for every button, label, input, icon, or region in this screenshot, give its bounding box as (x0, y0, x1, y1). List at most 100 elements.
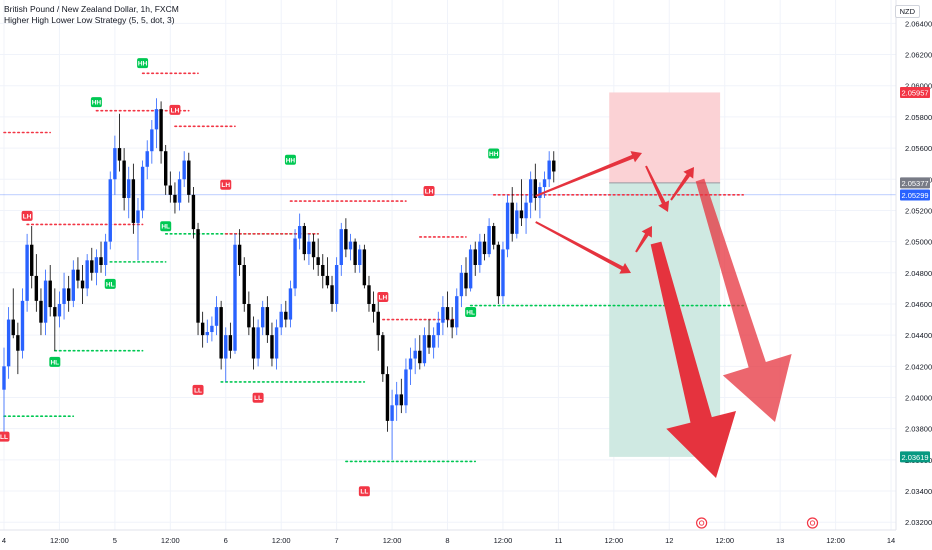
projection-arrow[interactable] (535, 151, 642, 197)
candle[interactable] (214, 307, 219, 326)
candle[interactable] (279, 311, 283, 328)
pivot-marker-lh[interactable] (21, 210, 33, 221)
price-label-tag[interactable] (900, 451, 930, 463)
candle[interactable] (542, 179, 547, 188)
candle[interactable] (219, 307, 223, 359)
candle[interactable] (200, 322, 205, 336)
candle[interactable] (455, 296, 459, 328)
candle[interactable] (159, 109, 163, 152)
candle[interactable] (418, 350, 422, 364)
candle[interactable] (164, 151, 168, 186)
candle[interactable] (395, 394, 399, 406)
candle[interactable] (16, 335, 20, 351)
pivot-marker-lh[interactable] (169, 104, 181, 115)
candle[interactable] (492, 226, 496, 245)
candle[interactable] (422, 335, 427, 364)
candle[interactable] (399, 394, 404, 406)
pivot-marker-ll[interactable] (0, 431, 10, 442)
candle[interactable] (136, 210, 140, 223)
candle[interactable] (39, 300, 43, 323)
candle[interactable] (325, 275, 330, 286)
candle[interactable] (196, 229, 200, 323)
pivot-marker-lh[interactable] (423, 185, 435, 196)
candle[interactable] (274, 327, 279, 359)
candle[interactable] (288, 288, 293, 320)
candle[interactable] (191, 194, 196, 230)
candle[interactable] (330, 285, 334, 304)
candle[interactable] (140, 166, 145, 211)
candle[interactable] (242, 265, 246, 304)
candle[interactable] (441, 307, 445, 323)
candle[interactable] (265, 307, 270, 336)
candle[interactable] (247, 303, 251, 328)
candle[interactable] (348, 241, 353, 250)
candle[interactable] (256, 327, 260, 359)
pivot-marker-lh[interactable] (220, 179, 232, 190)
pivot-marker-hh[interactable] (284, 154, 296, 165)
projection-arrow[interactable] (535, 221, 631, 274)
candle[interactable] (205, 332, 209, 336)
candle[interactable] (71, 269, 75, 301)
candle[interactable] (182, 160, 186, 180)
price-label-tag[interactable] (900, 177, 930, 189)
symbol-title[interactable]: British Pound / New Zealand Dollar, 1h, … (4, 4, 179, 14)
price-label-tag[interactable] (900, 189, 930, 201)
candle[interactable] (127, 179, 131, 198)
candle[interactable] (445, 307, 450, 320)
pivot-marker-hh[interactable] (488, 148, 500, 159)
candle[interactable] (113, 148, 117, 180)
candle[interactable] (177, 179, 182, 203)
candle[interactable] (168, 185, 173, 195)
economic-event-icon[interactable] (696, 517, 708, 529)
candle[interactable] (427, 335, 431, 348)
candle[interactable] (464, 272, 468, 289)
candle[interactable] (237, 244, 242, 265)
candle[interactable] (478, 241, 482, 265)
candle[interactable] (311, 241, 316, 258)
candle[interactable] (210, 325, 214, 333)
candle[interactable] (505, 202, 510, 250)
candle[interactable] (371, 303, 376, 312)
candle[interactable] (353, 241, 357, 265)
pivot-marker-ll[interactable] (192, 384, 204, 395)
candle[interactable] (43, 280, 48, 323)
candle[interactable] (473, 249, 477, 265)
candle[interactable] (48, 280, 52, 308)
candle[interactable] (62, 288, 66, 304)
candle[interactable] (233, 244, 237, 351)
time-axis[interactable] (0, 530, 896, 550)
pivot-marker-hl[interactable] (104, 278, 116, 289)
economic-event-icon[interactable] (806, 517, 819, 529)
projection-arrow[interactable] (650, 241, 737, 478)
pivot-marker-lh[interactable] (377, 291, 389, 302)
candle[interactable] (80, 280, 85, 289)
candle[interactable] (145, 151, 149, 167)
currency-badge[interactable]: NZD (894, 5, 920, 18)
pivot-marker-hh[interactable] (90, 97, 102, 108)
candle[interactable] (173, 194, 177, 203)
candle[interactable] (66, 288, 71, 301)
projection-arrow[interactable] (635, 226, 652, 253)
pivot-marker-hl[interactable] (160, 221, 172, 232)
candle[interactable] (122, 160, 126, 198)
projection-arrow[interactable] (695, 178, 792, 422)
candle[interactable] (344, 229, 348, 250)
candle[interactable] (334, 265, 339, 304)
candle[interactable] (413, 350, 417, 359)
candle[interactable] (150, 129, 154, 152)
price-label-tag[interactable] (900, 86, 930, 98)
candle[interactable] (496, 244, 501, 297)
candle[interactable] (316, 257, 320, 265)
projection-arrow[interactable] (645, 165, 670, 212)
candle[interactable] (228, 335, 233, 351)
candle[interactable] (224, 335, 228, 359)
candle[interactable] (408, 358, 413, 370)
candle[interactable] (94, 257, 99, 273)
candle[interactable] (482, 241, 487, 255)
candle[interactable] (2, 366, 6, 390)
candle[interactable] (431, 335, 436, 348)
candle[interactable] (385, 374, 390, 421)
candle[interactable] (510, 202, 514, 234)
candle[interactable] (99, 257, 103, 265)
candle[interactable] (284, 311, 288, 320)
